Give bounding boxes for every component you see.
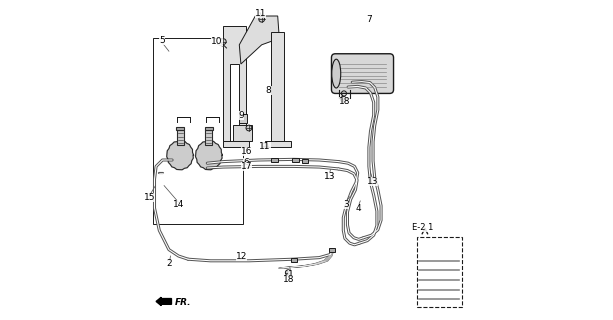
Bar — [205, 127, 213, 130]
Bar — [292, 158, 299, 162]
Polygon shape — [223, 141, 249, 147]
Bar — [177, 130, 184, 145]
Text: 12: 12 — [236, 252, 247, 261]
FancyArrow shape — [156, 297, 172, 306]
Text: 4: 4 — [356, 204, 361, 213]
Circle shape — [246, 125, 252, 131]
Text: 9: 9 — [238, 111, 245, 120]
Polygon shape — [239, 114, 247, 123]
Bar — [291, 258, 297, 262]
Text: 6: 6 — [243, 158, 249, 167]
Bar — [329, 248, 335, 252]
Text: 18: 18 — [338, 97, 350, 106]
Polygon shape — [265, 141, 291, 147]
Bar — [302, 159, 308, 163]
Text: 17: 17 — [240, 162, 252, 171]
Text: 13: 13 — [367, 177, 378, 186]
Ellipse shape — [332, 59, 341, 88]
Polygon shape — [233, 125, 252, 141]
Text: 10: 10 — [211, 37, 223, 46]
Circle shape — [262, 143, 268, 148]
Bar — [176, 127, 185, 130]
Polygon shape — [223, 26, 246, 141]
Bar — [153, 38, 243, 224]
Text: 7: 7 — [367, 15, 373, 24]
Text: 5: 5 — [159, 36, 165, 44]
Polygon shape — [239, 16, 280, 64]
Text: 13: 13 — [324, 172, 335, 181]
Text: 15: 15 — [144, 193, 156, 202]
Text: 8: 8 — [266, 86, 272, 95]
Circle shape — [259, 16, 265, 22]
Text: 11: 11 — [259, 142, 271, 151]
Circle shape — [221, 39, 226, 44]
Bar — [205, 130, 213, 145]
Text: 13: 13 — [324, 172, 335, 180]
Bar — [417, 237, 462, 307]
Text: 11: 11 — [255, 9, 267, 18]
Polygon shape — [272, 32, 284, 141]
Text: 14: 14 — [173, 200, 184, 209]
Text: FR.: FR. — [175, 298, 191, 307]
Text: 1: 1 — [287, 270, 294, 279]
Text: 2: 2 — [167, 260, 172, 268]
Text: E-2 1: E-2 1 — [412, 223, 433, 232]
Text: 18: 18 — [283, 275, 294, 284]
FancyBboxPatch shape — [332, 54, 394, 93]
Circle shape — [286, 270, 291, 276]
Polygon shape — [196, 140, 223, 170]
Circle shape — [340, 96, 346, 102]
Text: 3: 3 — [343, 200, 349, 209]
Polygon shape — [167, 140, 194, 170]
Text: 16: 16 — [240, 147, 252, 156]
Bar — [272, 158, 278, 162]
